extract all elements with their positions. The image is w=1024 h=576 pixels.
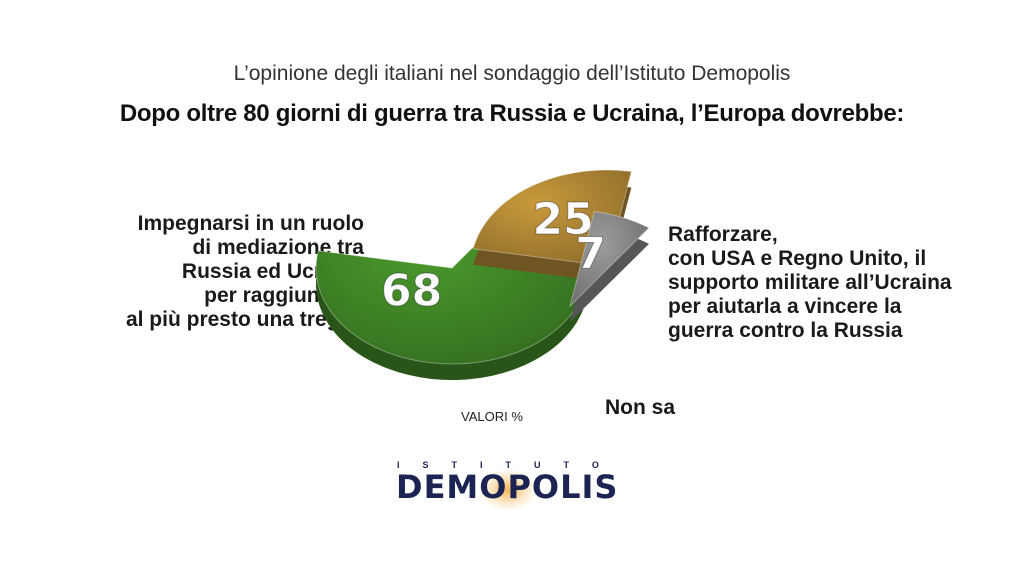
pie-slice-7: 7 <box>569 211 650 322</box>
chart-subtitle: L’opinione degli italiani nel sondaggio … <box>233 62 791 85</box>
valori-note: VALORI % <box>461 409 523 424</box>
label-non-sa: Non sa <box>605 396 676 419</box>
label-mediazione-line: Impegnarsi in un ruolo <box>137 212 364 235</box>
label-mediazione-line: al più presto una tregua <box>125 308 364 331</box>
logo-istituto: ISTITUTO <box>397 460 622 470</box>
pie-slice-top-7 <box>569 211 650 308</box>
label-rafforzare: Rafforzare, con USA e Regno Unito, il su… <box>668 223 952 343</box>
logo-demopolis: DEMOPOLIS <box>396 468 619 506</box>
label-rafforzare-line: Rafforzare, <box>668 223 778 246</box>
logo-glow <box>480 470 536 510</box>
pie-value-label-25: 25 <box>533 194 594 245</box>
label-rafforzare-line: supporto militare all’Ucraina <box>668 271 952 294</box>
pie-value-label-68: 68 <box>381 266 442 317</box>
label-rafforzare-line: per aiutarla a vincere la <box>668 295 902 318</box>
label-rafforzare-line: guerra contro la Russia <box>668 319 903 342</box>
pie-value-label-7: 7 <box>575 229 606 280</box>
chart-title: Dopo oltre 80 giorni di guerra tra Russi… <box>119 100 905 127</box>
label-rafforzare-line: con USA e Regno Unito, il <box>668 247 927 270</box>
